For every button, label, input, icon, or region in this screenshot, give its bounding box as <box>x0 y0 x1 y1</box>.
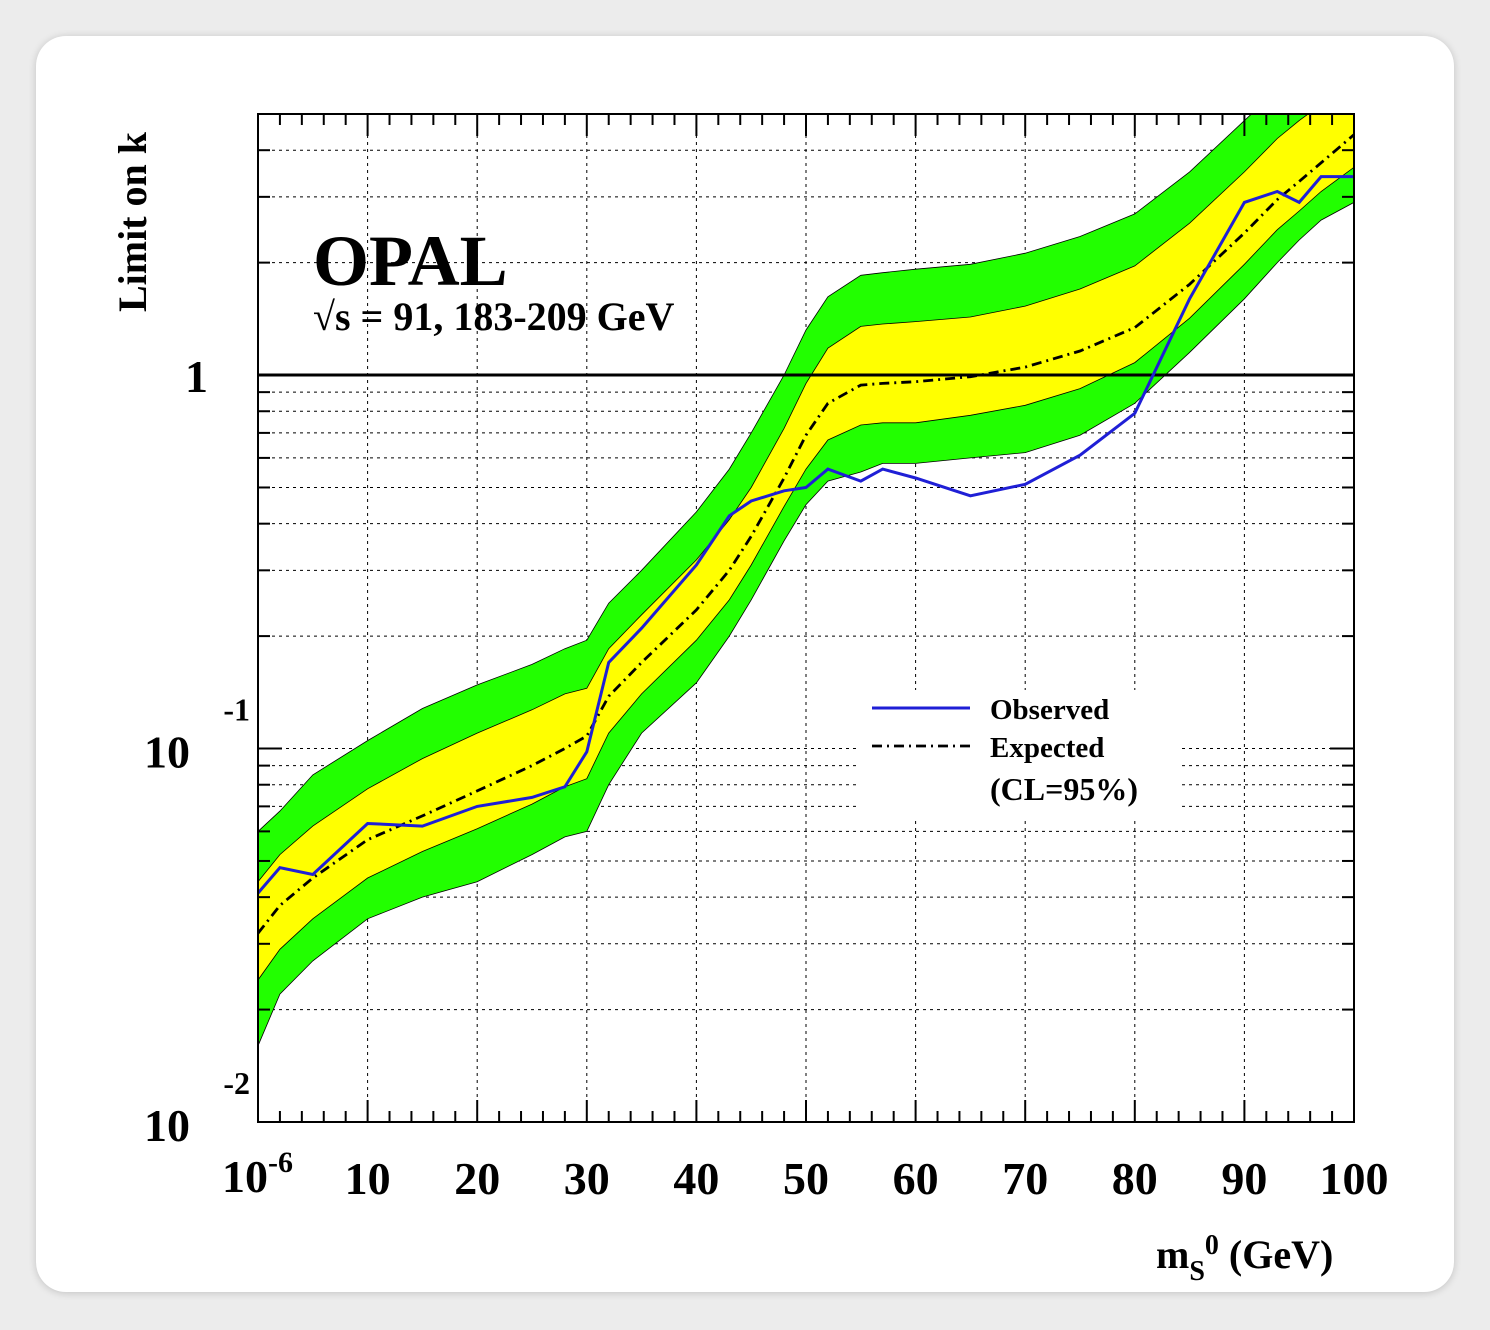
x-tick-label: 40 <box>673 1153 719 1204</box>
legend-cl-label: (CL=95%) <box>990 771 1138 807</box>
legend-expected-label: Expected <box>990 732 1104 764</box>
y-axis-label: Limit on k <box>110 131 155 312</box>
legend-background <box>860 690 1180 820</box>
plot-frame <box>257 113 1355 1123</box>
x-tick-label: 10-6 <box>222 1146 293 1202</box>
sqrt-symbol: √ <box>313 294 335 339</box>
chart-subtitle-text: s = 91, 183-209 GeV <box>335 294 675 339</box>
x-tick-label-base: 10 <box>222 1151 268 1202</box>
y-tick-label-exp: -2 <box>223 1065 250 1101</box>
expected-series <box>258 133 1354 935</box>
y-tick-label-base: 10 <box>144 727 190 778</box>
y-tick-label: 1 <box>185 351 208 402</box>
y-tick-label-base: 10 <box>144 1100 190 1151</box>
x-tick-labels: 10-6 10 20 30 40 50 60 70 80 90 100 <box>222 1146 1389 1204</box>
x-tick-label: 50 <box>783 1153 829 1204</box>
y-tick-label-exp: -1 <box>223 692 250 728</box>
x-axis-label-unit: (GeV) <box>1219 1232 1333 1277</box>
y-tick-labels: 1 10 -1 10 -2 <box>144 351 250 1151</box>
x-axis-label-sub: S <box>1189 1256 1205 1287</box>
x-tick-label: 30 <box>564 1153 610 1204</box>
band-1sigma <box>258 114 1354 981</box>
x-tick-label-exp: -6 <box>268 1146 293 1179</box>
chart-title: OPAL <box>313 221 508 301</box>
legend-observed-label: Observed <box>990 694 1109 726</box>
x-axis-label-main: m <box>1156 1232 1189 1277</box>
x-tick-label: 70 <box>1002 1153 1048 1204</box>
x-tick-label: 100 <box>1320 1153 1389 1204</box>
x-tick-label: 20 <box>454 1153 500 1204</box>
x-axis-label: mS0 (GeV) <box>1156 1230 1333 1287</box>
observed-series <box>258 175 1354 895</box>
legend: Observed Expected (CL=95%) <box>860 690 1180 820</box>
x-tick-label: 10 <box>345 1153 391 1204</box>
x-tick-label: 90 <box>1221 1153 1267 1204</box>
x-tick-label: 60 <box>893 1153 939 1204</box>
chart-subtitle: √s = 91, 183-209 GeV <box>313 294 675 339</box>
x-tick-label: 80 <box>1112 1153 1158 1204</box>
x-axis-label-sup: 0 <box>1205 1230 1219 1261</box>
